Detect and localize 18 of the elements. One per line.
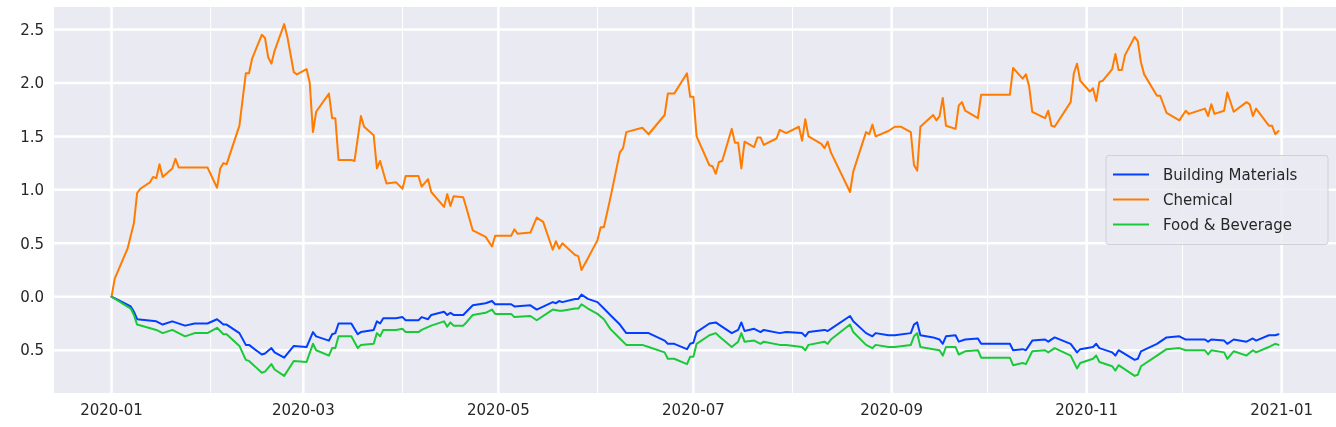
x-tick-label: 2020-07 <box>662 401 725 419</box>
x-tick-label: 2020-09 <box>860 401 923 419</box>
x-tick-label: 2020-01 <box>80 401 143 419</box>
y-tick-label: 2.0 <box>20 74 44 93</box>
y-tick-label: 1.0 <box>20 181 44 200</box>
legend-label: Food & Beverage <box>1163 215 1292 234</box>
x-tick-label: 2020-03 <box>272 401 335 419</box>
legend-label: Building Materials <box>1163 165 1298 184</box>
y-tick-label: 0.5 <box>20 234 44 253</box>
legend-label: Chemical <box>1163 190 1233 209</box>
y-tick-label: 2.5 <box>20 20 44 39</box>
y-tick-label: 0.0 <box>20 288 44 307</box>
x-tick-label: 2020-11 <box>1055 401 1118 419</box>
y-tick-label: 0.5 <box>20 341 44 360</box>
x-tick-label: 2021-01 <box>1250 401 1313 419</box>
y-tick-label: 1.5 <box>20 127 44 146</box>
x-tick-label: 2020-05 <box>467 401 530 419</box>
line-series <box>110 295 1280 377</box>
